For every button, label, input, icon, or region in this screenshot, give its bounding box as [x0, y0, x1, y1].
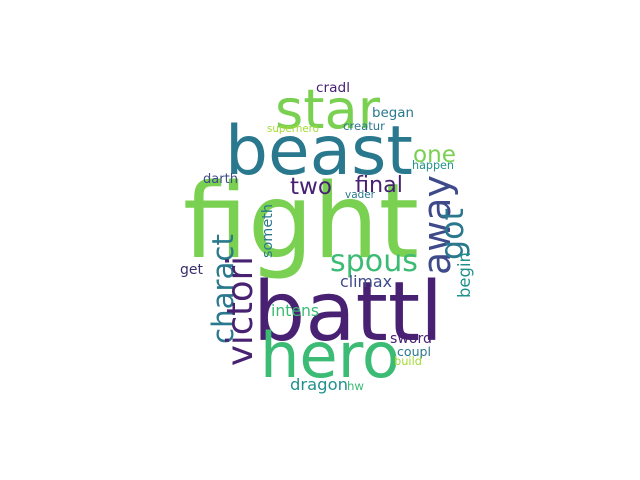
- word-superhero: superhero: [267, 123, 319, 136]
- word-hw: hw: [347, 378, 364, 393]
- word-intens: intens: [271, 302, 319, 321]
- word-begin: begin: [454, 252, 474, 298]
- word-creatur: creatur: [343, 118, 385, 133]
- word-began: began: [372, 105, 414, 121]
- word-coupl: coupl: [397, 343, 431, 359]
- word-get: get: [180, 261, 203, 278]
- word-sword: sword: [390, 330, 432, 347]
- word-two: two: [290, 174, 332, 201]
- word-hero: hero: [260, 319, 400, 393]
- word-one: one: [413, 142, 456, 169]
- word-build: build: [394, 354, 422, 369]
- word-happen: happen: [412, 159, 454, 173]
- word-cradl: cradl: [316, 80, 350, 97]
- word-beast: beast: [225, 111, 413, 191]
- word-vader: vader: [345, 188, 375, 201]
- word-darth: darth: [203, 172, 238, 188]
- word-climax: climax: [340, 271, 392, 291]
- word-fight: fight: [183, 161, 419, 282]
- word-battl: battl: [253, 264, 443, 360]
- word-spous: spous: [330, 243, 418, 279]
- word-star: star: [275, 77, 380, 141]
- word-someth: someth: [259, 204, 276, 258]
- word-final: final: [354, 172, 403, 199]
- word-victori: victori: [220, 256, 262, 366]
- word-dragon: dragon: [290, 374, 348, 394]
